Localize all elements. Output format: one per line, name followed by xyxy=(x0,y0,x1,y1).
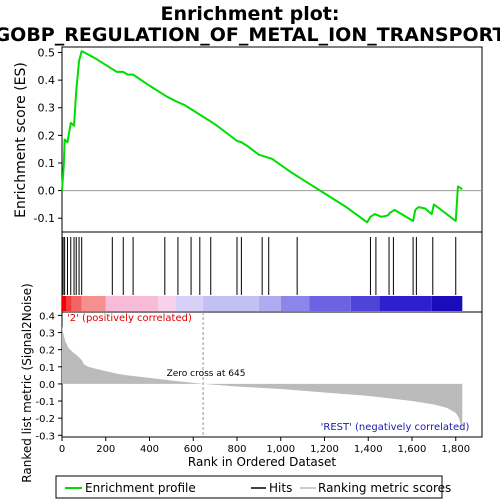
negative-correlation-label: 'REST' (negatively correlated) xyxy=(321,422,470,433)
heatmap-segment xyxy=(379,296,432,311)
es-y-tick-label: 0.2 xyxy=(38,129,56,142)
rank-panel-frame xyxy=(62,312,482,437)
rank-y-tick-label: -0.3 xyxy=(35,431,55,442)
x-tick-label: 1,000 xyxy=(266,444,295,455)
x-tick-label: 200 xyxy=(96,444,115,455)
rank-y-tick-label: 0.1 xyxy=(39,363,55,374)
rank-y-tick-label: 0.3 xyxy=(39,329,55,340)
es-y-tick-label: 0.1 xyxy=(38,157,56,170)
zero-cross-label: Zero cross at 645 xyxy=(167,369,246,379)
es-y-tick-label: 0.4 xyxy=(38,74,56,87)
legend-hits-label: Hits xyxy=(269,481,292,495)
rank-y-axis-label: Ranked list metric (Signal2Noise) xyxy=(20,283,34,482)
heatmap-segment xyxy=(72,296,82,311)
rank-y-tick-label: -0.2 xyxy=(35,414,55,425)
x-tick-label: 1,400 xyxy=(354,444,383,455)
rank-y-tick-label: 0.2 xyxy=(39,346,55,357)
heatmap-segment xyxy=(158,296,176,311)
es-y-tick-label: 0.5 xyxy=(38,47,56,60)
heatmap-segment xyxy=(82,296,106,311)
heatmap-segment xyxy=(106,296,159,311)
legend-metric-label: Ranking metric scores xyxy=(318,481,451,495)
es-y-tick-label: -0.1 xyxy=(34,212,55,225)
x-tick-label: 600 xyxy=(184,444,203,455)
heatmap-segment xyxy=(309,296,351,311)
x-tick-label: 400 xyxy=(140,444,159,455)
heatmap-segment xyxy=(351,296,379,311)
chart-title-line1: Enrichment plot: xyxy=(161,3,340,25)
legend-es-label: Enrichment profile xyxy=(85,481,196,495)
heatmap-segment xyxy=(176,296,203,311)
x-tick-label: 800 xyxy=(227,444,246,455)
heatmap-segment xyxy=(281,296,309,311)
heatmap-segment xyxy=(432,296,463,311)
x-tick-label: 0 xyxy=(59,444,65,455)
heatmap-segment xyxy=(62,296,66,311)
es-y-tick-label: 0.0 xyxy=(38,185,56,198)
x-axis-label: Rank in Ordered Dataset xyxy=(188,455,336,469)
chart-title-line2: GOBP_REGULATION_OF_METAL_ION_TRANSPORT xyxy=(0,24,500,46)
positive-correlation-label: '2' (positively correlated) xyxy=(67,313,192,324)
es-y-tick-label: 0.3 xyxy=(38,102,56,115)
es-panel-frame xyxy=(62,47,482,232)
heatmap-segment xyxy=(66,296,71,311)
es-y-axis-label: Enrichment score (ES) xyxy=(13,62,29,218)
x-tick-label: 1,600 xyxy=(398,444,427,455)
x-tick-label: 1,800 xyxy=(441,444,470,455)
ranking-metric-area xyxy=(62,326,462,432)
heatmap-segment xyxy=(259,296,281,311)
enrichment-profile-line xyxy=(62,51,462,222)
rank-y-tick-label: -0.1 xyxy=(35,397,55,408)
rank-y-tick-label: 0.4 xyxy=(39,311,55,322)
rank-y-tick-label: 0.0 xyxy=(39,380,55,391)
x-tick-label: 1,200 xyxy=(310,444,339,455)
heatmap-segment xyxy=(203,296,259,311)
